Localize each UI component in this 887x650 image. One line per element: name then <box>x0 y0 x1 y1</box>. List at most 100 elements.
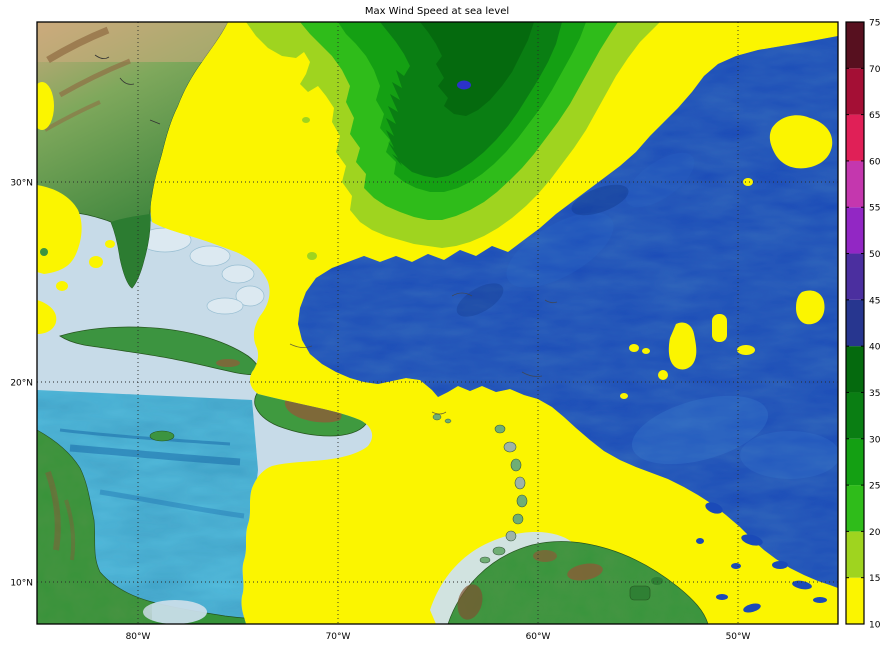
trench-streak <box>99 489 245 519</box>
colorbar-label: 30 <box>869 435 881 445</box>
jamaica-island <box>149 430 175 442</box>
navy-fragment <box>741 534 763 546</box>
lon-tick-label: 70°W <box>326 632 351 642</box>
colorbar-band <box>846 114 864 161</box>
ocean-ridge-light <box>740 431 838 479</box>
wind-hole <box>668 322 697 370</box>
mountain-ridge <box>58 58 131 98</box>
ocean-ridge-dark <box>456 283 504 317</box>
tobago-island <box>651 577 663 585</box>
wind-hole <box>796 290 825 325</box>
wind-hole <box>620 393 628 399</box>
colorbar-label: 70 <box>869 65 881 75</box>
terrain-window-south-america <box>430 532 709 624</box>
wind-patch <box>56 281 68 291</box>
wind-maximum-contours <box>246 22 660 260</box>
bahama-bank <box>206 297 244 315</box>
navy-fragment <box>743 603 761 613</box>
navy-fragment <box>731 563 741 569</box>
trinidad-island <box>629 585 651 601</box>
colorbar-label: 45 <box>869 296 880 306</box>
trench-streak <box>59 428 231 446</box>
colorbar-frame <box>845 21 865 625</box>
navy-region-texture <box>298 36 838 588</box>
colorbar: 10 15 20 25 30 35 40 45 50 55 60 65 70 7… <box>845 19 881 631</box>
colorbar-band <box>846 346 864 393</box>
colorbar-band <box>846 531 864 578</box>
wind-hole <box>769 115 833 169</box>
wind-field-40-45 <box>298 36 838 588</box>
bahama-bank <box>189 245 231 267</box>
andes-spur <box>457 584 483 620</box>
navy-fragment <box>705 502 723 514</box>
lat-tick-label: 30°N <box>10 179 33 189</box>
wind-patch <box>105 240 115 248</box>
venezuela-mountains <box>567 563 603 581</box>
navy-fragment <box>716 594 728 600</box>
navy-fragment <box>813 597 827 603</box>
lesser-antilles-arc <box>432 413 528 564</box>
island-blob <box>512 513 524 525</box>
island-blob <box>492 546 506 556</box>
lon-tick-label: 80°W <box>126 632 151 642</box>
island-blob <box>479 556 491 564</box>
colorbar-label: 10 <box>869 621 881 631</box>
colorbar-band <box>846 577 864 624</box>
lat-axis: 30°N 20°N 10°N <box>10 179 33 589</box>
island-blob <box>444 418 452 424</box>
yellow-wind-patches-west <box>37 82 115 334</box>
colorbar-band <box>846 299 864 347</box>
island-blob <box>494 424 506 434</box>
bahama-bank <box>221 264 255 284</box>
land-texture <box>448 541 708 624</box>
wind-patch <box>37 300 57 334</box>
island-blob <box>514 476 526 490</box>
colorbar-band <box>846 438 864 486</box>
colorbar-label: 60 <box>869 157 881 167</box>
green-speck <box>307 252 317 260</box>
wind-hole <box>560 190 571 201</box>
island-blob <box>505 530 517 542</box>
green-speck <box>40 248 48 256</box>
lon-tick-label: 50°W <box>726 632 751 642</box>
colorbar-band <box>846 253 864 300</box>
contour-35-40 <box>420 22 534 116</box>
colorbar-band <box>846 160 864 208</box>
island-blob <box>503 441 517 453</box>
green-speck <box>302 117 310 123</box>
island-blob <box>432 413 442 421</box>
cuba-mountains <box>216 359 240 367</box>
plot-frame <box>36 21 839 625</box>
graticule <box>37 22 838 624</box>
colorbar-label: 20 <box>869 528 881 538</box>
navy-fragments <box>696 502 827 613</box>
mosquito-gulf <box>143 600 207 624</box>
colorbar-band <box>846 485 864 532</box>
ocean-ridge-light <box>625 152 695 208</box>
navy-fragment <box>696 538 704 544</box>
navy-fragment <box>772 561 788 569</box>
page-title: Max Wind Speed at sea level <box>365 6 509 17</box>
colorbar-band <box>846 207 864 254</box>
mountain-ridge <box>44 100 101 132</box>
wind-hole <box>712 314 727 342</box>
navy-fragment <box>792 580 812 590</box>
colorbar-ticks <box>846 67 864 579</box>
wind-patch <box>37 82 54 130</box>
colorbar-label: 35 <box>869 389 880 399</box>
coastline-squiggles <box>289 292 558 415</box>
bahama-bank <box>235 285 265 307</box>
lat-tick-label: 10°N <box>10 579 33 589</box>
colorbar-label: 15 <box>869 574 880 584</box>
wind-hole <box>629 344 639 352</box>
colorbar-label: 65 <box>869 111 880 121</box>
wind-hole <box>642 348 650 354</box>
lon-tick-label: 60°W <box>526 632 551 642</box>
colorbar-label: 50 <box>869 250 881 260</box>
venezuela-mountains <box>533 550 557 562</box>
island-blob <box>510 458 522 472</box>
wind-patch <box>37 185 82 274</box>
wind-hole <box>737 345 755 355</box>
